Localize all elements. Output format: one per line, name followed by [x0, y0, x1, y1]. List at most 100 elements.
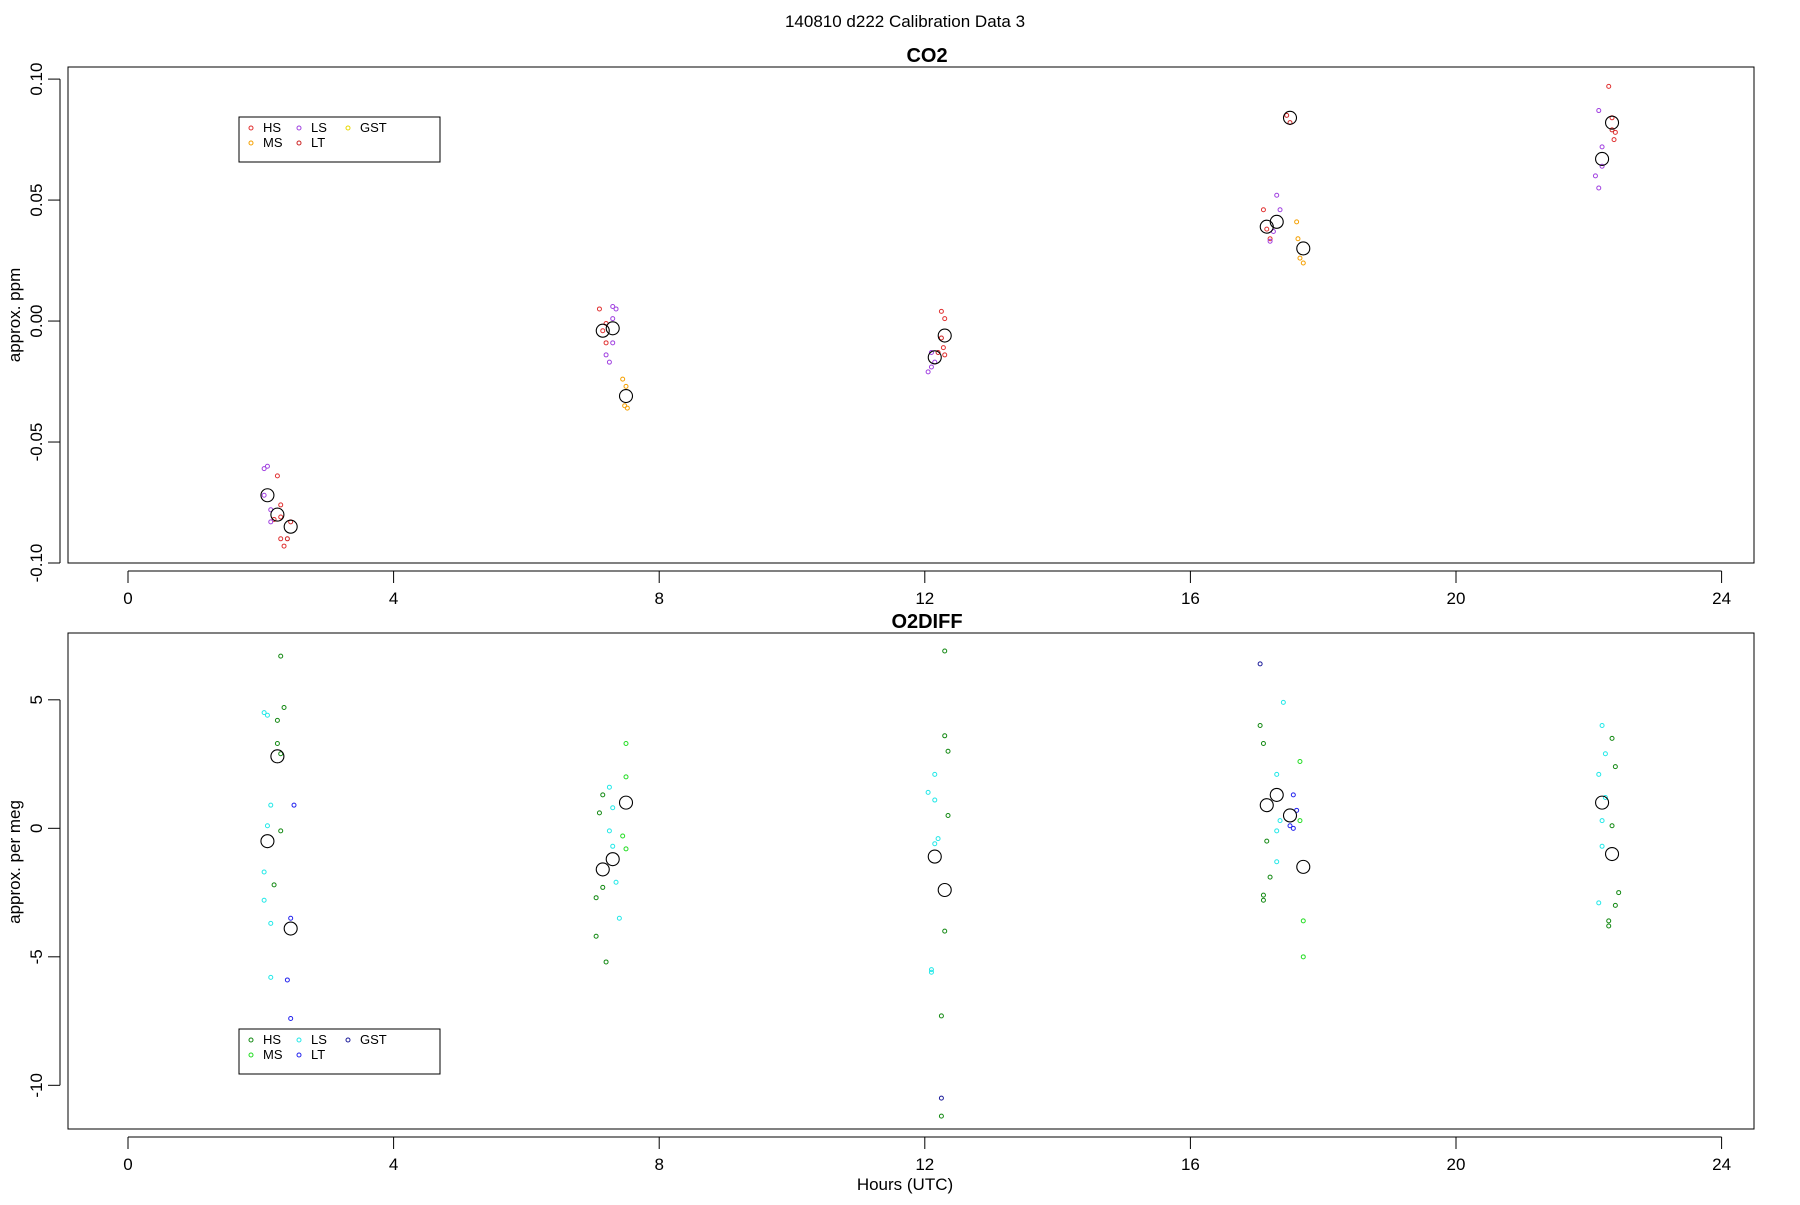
co2-hs-point	[596, 306, 602, 312]
o2diff-hs-point	[271, 882, 277, 888]
co2-ms-point	[1300, 260, 1306, 266]
o2diff-ls-point	[925, 789, 931, 795]
co2-legend-symbol	[248, 140, 254, 146]
o2diff-hs-point	[942, 648, 948, 654]
o2diff-ls-point	[264, 712, 270, 718]
o2diff-hs-point	[274, 717, 280, 723]
o2diff-hs-point	[945, 748, 951, 754]
o2diff-legend-symbol	[248, 1037, 254, 1043]
o2diff-ls-point	[616, 915, 622, 921]
co2-hs-point	[1267, 236, 1273, 242]
co2-ls-point	[603, 352, 609, 358]
co2-x-tick-label: 16	[1181, 589, 1200, 608]
co2-mean-point	[605, 321, 620, 336]
o2diff-ls-point	[613, 879, 619, 885]
o2diff-hs-point	[1257, 723, 1263, 729]
co2-x-tick-label: 24	[1712, 589, 1731, 608]
o2diff-ls-point	[928, 967, 934, 973]
page-title: 140810 d222 Calibration Data 3	[785, 12, 1025, 31]
o2diff-hs-point	[942, 733, 948, 739]
o2diff-hs-point	[278, 653, 284, 659]
co2-legend-entry-ls: LS	[296, 120, 327, 135]
o2diff-x-tick-label: 12	[915, 1155, 934, 1174]
co2-x-tick-label: 0	[123, 589, 132, 608]
co2-mean-point	[1269, 214, 1284, 229]
o2diff-ls-point	[928, 969, 934, 975]
co2-lt-point	[1609, 127, 1615, 133]
o2diff-mean-point	[937, 882, 952, 898]
co2-hs-point	[1606, 83, 1612, 89]
o2diff-lt-point	[1290, 792, 1296, 798]
co2-ls-point	[1277, 207, 1283, 213]
co2-mean-point	[937, 328, 952, 343]
o2diff-ms-point	[623, 846, 629, 852]
o2diff-ls-point	[1280, 699, 1286, 705]
co2-ms-point	[1295, 236, 1301, 242]
o2diff-legend-symbol	[296, 1037, 302, 1043]
o2diff-marks	[260, 648, 1622, 1119]
co2-y-tick-label: 0.10	[27, 63, 46, 96]
co2-ls-point	[610, 316, 616, 322]
o2diff-ls-point	[1602, 751, 1608, 757]
co2-ms-point	[620, 376, 626, 382]
o2diff-hs-point	[942, 928, 948, 934]
o2diff-mean-point	[605, 852, 620, 867]
o2diff-ls-point	[268, 974, 274, 980]
o2diff-hs-point	[1616, 890, 1622, 896]
o2diff-ms-point	[1297, 758, 1303, 764]
o2diff-x-tick-label: 24	[1712, 1155, 1731, 1174]
o2diff-x-tick-label: 8	[654, 1155, 663, 1174]
co2-y-tick-label: 0.00	[27, 305, 46, 338]
o2diff-ls-point	[261, 710, 267, 716]
co2-chart-title: CO2	[906, 45, 947, 67]
o2diff-hs-point	[1260, 892, 1266, 898]
o2diff-y-axis-label: approx. per meg	[5, 800, 24, 924]
o2diff-hs-point	[1260, 741, 1266, 747]
co2-hs-point	[1264, 226, 1270, 232]
o2diff-ls-point	[1599, 843, 1605, 849]
o2diff-mean-point	[260, 834, 275, 849]
co2-y-tick-label: -0.10	[27, 544, 46, 583]
co2-marks	[260, 83, 1620, 549]
co2-x-tick-label: 12	[915, 589, 934, 608]
o2diff-hs-point	[593, 895, 599, 901]
o2diff-hs-point	[1609, 823, 1615, 829]
co2-mean-point	[260, 488, 275, 503]
o2diff-ls-point	[610, 843, 616, 849]
o2diff-mean-point	[1595, 795, 1610, 810]
o2diff-ls-point	[932, 771, 938, 777]
o2diff-ls-point	[1274, 771, 1280, 777]
co2-hs-point	[942, 316, 948, 322]
o2diff-hs-point	[1260, 897, 1266, 903]
o2diff-ls-point	[268, 802, 274, 808]
co2-plot-frame	[67, 66, 1755, 564]
o2diff-lt-point	[288, 1015, 294, 1021]
o2diff-x-axis-label: Hours (UTC)	[857, 1175, 953, 1194]
co2-legend-entry-ms: MS	[248, 135, 283, 150]
o2diff-hs-point	[1612, 902, 1618, 908]
o2diff-mean-point	[1269, 787, 1284, 802]
co2-hs-point	[938, 308, 944, 314]
o2diff-mean-point	[618, 795, 634, 810]
o2diff-lt-point	[1290, 825, 1296, 831]
o2diff-ms-point	[623, 741, 629, 747]
o2diff-y-tick-label: -10	[27, 1073, 46, 1098]
co2-hs-point	[274, 473, 280, 479]
o2diff-x-tick-label: 16	[1181, 1155, 1200, 1174]
o2diff-ls-point	[268, 920, 274, 926]
o2diff-mean-point	[595, 862, 610, 877]
o2diff-x-tick-label: 20	[1447, 1155, 1466, 1174]
o2diff-ls-point	[1274, 859, 1280, 865]
o2diff-legend-box	[238, 1028, 441, 1075]
co2-ls-point	[928, 350, 934, 356]
co2-ms-point	[624, 405, 630, 411]
o2diff-y-tick-label: 0	[27, 824, 46, 833]
o2diff-ls-point	[606, 828, 612, 834]
co2-lt-point	[1284, 112, 1290, 118]
co2-y-axis-label: approx. ppm	[5, 268, 24, 363]
co2-ms-point	[1297, 255, 1303, 261]
o2diff-legend-entry-hs: HS	[248, 1032, 281, 1047]
o2diff-ls-point	[1596, 900, 1602, 906]
o2diff-chart-title: O2DIFF	[891, 611, 962, 633]
